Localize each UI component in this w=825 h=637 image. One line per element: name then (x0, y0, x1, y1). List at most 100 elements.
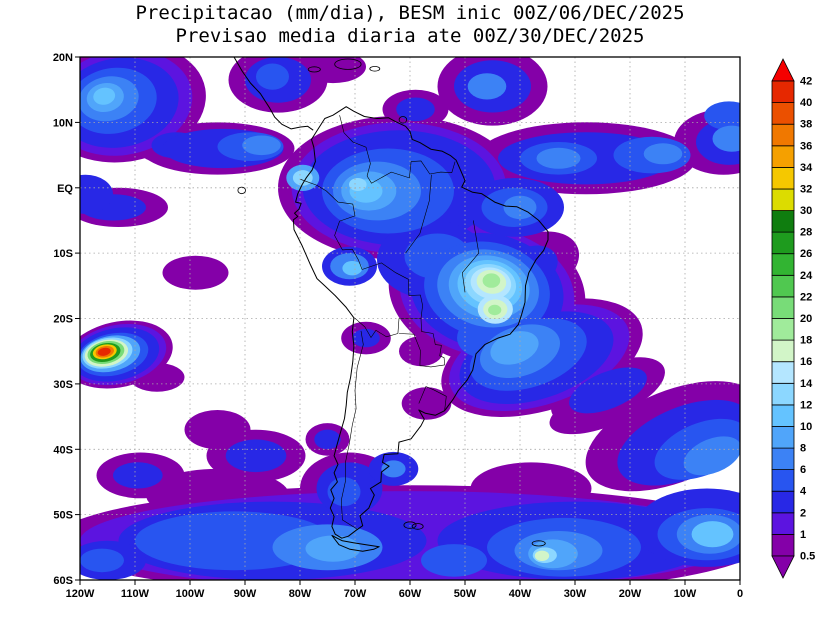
chart-title-block: Precipitacao (mm/dia), BESM inic 00Z/06/… (78, 2, 742, 48)
colorbar-segment (771, 145, 795, 168)
central-america-coastline (233, 57, 314, 131)
precip-cell (691, 521, 734, 548)
colorbar-segment (771, 512, 795, 535)
lat-label-EQ: EQ (57, 183, 73, 195)
colorbar-label-42: 42 (800, 76, 812, 88)
island-coastline (531, 540, 546, 547)
lon-label-40W: 40W (509, 588, 532, 600)
island-coastline (369, 66, 381, 72)
colorbar-segment (771, 490, 795, 514)
colorbar-segment (771, 102, 795, 125)
coastlines (233, 57, 549, 552)
chart-title-line2: Previsao media diaria ate 00Z/30/DEC/202… (175, 25, 645, 47)
colorbar-segment (771, 318, 795, 341)
precip-cell (643, 143, 683, 165)
colorbar-segment (771, 253, 795, 276)
lon-label-60W: 60W (399, 588, 422, 600)
lon-label-100W: 100W (176, 588, 205, 600)
precip-cell (305, 535, 361, 562)
chart-title-line1: Precipitacao (mm/dia), BESM inic 00Z/06/… (135, 2, 685, 24)
colorbar-under-arrow (771, 555, 795, 579)
colorbar-label-20: 20 (800, 313, 812, 325)
lon-label-110W: 110W (121, 588, 150, 600)
colorbar-label-0.5: 0.5 (800, 551, 815, 563)
lon-label-20W: 20W (619, 588, 642, 600)
precip-cell (467, 73, 507, 100)
colorbar-segment (771, 296, 795, 319)
precip-cell (503, 195, 537, 220)
colorbar-segment (771, 80, 795, 104)
country-border (300, 179, 363, 270)
precip-cell (97, 347, 111, 356)
island-coastline (398, 116, 408, 124)
colorbar-label-30: 30 (800, 205, 812, 217)
island-coastline (403, 521, 417, 529)
precip-cell (536, 147, 581, 169)
colorbar-segment (771, 274, 795, 298)
colorbar-label-8: 8 (800, 443, 806, 455)
precip-cell (569, 367, 647, 414)
island-coastline (307, 66, 321, 73)
colorbar-label-22: 22 (800, 291, 812, 303)
lon-label-0: 0 (737, 588, 743, 600)
colorbar-segment (771, 231, 795, 255)
lat-label-10N: 10N (53, 117, 73, 129)
precip-cell (80, 174, 113, 214)
colorbar-label-34: 34 (800, 162, 813, 174)
colorbar-label-28: 28 (800, 227, 812, 239)
island-coastline (237, 186, 246, 195)
precip-cell (225, 439, 287, 473)
colorbar-segment (771, 382, 795, 406)
colorbar-segment (771, 426, 795, 449)
precip-cell (80, 548, 124, 573)
lat-label-40S: 40S (53, 444, 73, 456)
colorbar-label-6: 6 (800, 464, 806, 476)
lon-label-120W: 120W (66, 588, 95, 600)
precip-cell (482, 273, 501, 288)
colorbar-segment (771, 167, 795, 190)
colorbar-label-32: 32 (800, 184, 812, 196)
lat-label-20S: 20S (53, 314, 73, 326)
colorbar-segment (771, 210, 795, 233)
country-border (418, 386, 447, 411)
country-border (339, 115, 456, 184)
tierra-del-fuego-coastline (331, 535, 380, 552)
country-border (398, 318, 445, 368)
precip-cell (396, 97, 435, 122)
lat-label-10S: 10S (53, 248, 73, 260)
precip-cell (256, 63, 289, 90)
country-border (341, 330, 364, 530)
precip-cell (113, 462, 163, 489)
lat-label-30S: 30S (53, 379, 73, 391)
colorbar-label-26: 26 (800, 248, 812, 260)
precip-cell (401, 387, 452, 420)
map-canvas: 120W 110W 100W 90W 80W 70W 60W 50W 40W 30W 20W 10W 0… (53, 52, 743, 600)
lon-label-80W: 80W (289, 588, 312, 600)
precip-cell (349, 178, 367, 191)
precip-cell (488, 304, 502, 316)
precip-cell (342, 261, 363, 276)
colorbar-segment (771, 339, 795, 363)
lon-label-10W: 10W (674, 588, 697, 600)
precip-cell (704, 101, 740, 131)
colorbar-label-18: 18 (800, 335, 812, 347)
island-coastline (411, 523, 424, 530)
colorbar-segment (771, 188, 795, 212)
colorbar-label-10: 10 (800, 421, 812, 433)
precip-cell (300, 57, 366, 84)
lon-label-90W: 90W (234, 588, 257, 600)
country-border (462, 220, 480, 293)
colorbar-label-38: 38 (800, 119, 812, 131)
colorbar-segment (771, 447, 795, 471)
precip-cell (712, 125, 740, 152)
colorbar-segment (771, 469, 795, 492)
lon-label-50W: 50W (454, 588, 477, 600)
colorbar-label-16: 16 (800, 356, 812, 368)
precip-cell (162, 255, 229, 290)
lat-label-50S: 50S (53, 510, 73, 522)
colorbar-segment (771, 533, 795, 557)
precip-cell (314, 429, 341, 450)
precip-cell (490, 331, 539, 365)
precip-cell (683, 436, 740, 476)
